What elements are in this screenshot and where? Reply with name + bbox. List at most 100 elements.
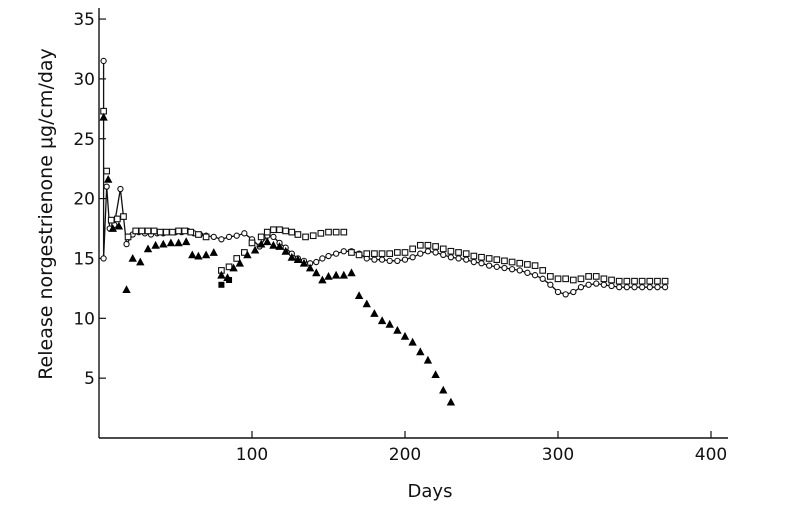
data-point xyxy=(355,251,363,259)
x-tick-label: 300 xyxy=(542,445,574,465)
data-point xyxy=(143,244,153,253)
data-point xyxy=(631,284,638,291)
data-point xyxy=(169,228,176,236)
data-point xyxy=(150,227,158,235)
data-point xyxy=(661,277,669,285)
data-point xyxy=(124,233,132,241)
data-point xyxy=(340,248,347,255)
data-point xyxy=(638,277,646,285)
data-point xyxy=(478,253,485,261)
data-point xyxy=(114,215,121,223)
data-point xyxy=(332,250,340,257)
data-point xyxy=(144,227,152,235)
y-tick-label: 30 xyxy=(73,70,95,90)
data-point xyxy=(210,233,217,241)
data-point xyxy=(470,252,478,260)
data-point xyxy=(401,249,409,256)
data-point xyxy=(218,281,225,288)
data-point xyxy=(275,242,284,250)
data-point xyxy=(182,237,191,246)
data-point xyxy=(386,257,393,264)
data-point xyxy=(348,249,355,256)
data-point xyxy=(257,239,266,248)
y-tick-label: 15 xyxy=(73,249,95,269)
data-point xyxy=(235,258,244,267)
data-point xyxy=(408,337,417,346)
data-point xyxy=(325,228,332,236)
data-point xyxy=(570,288,577,296)
data-point xyxy=(431,370,440,378)
data-point xyxy=(569,276,577,284)
data-point xyxy=(385,319,394,328)
data-point xyxy=(501,264,508,272)
data-point xyxy=(577,275,585,283)
data-point xyxy=(585,281,592,288)
data-point xyxy=(312,268,321,277)
data-point xyxy=(409,254,416,261)
data-point xyxy=(424,248,432,255)
data-point xyxy=(362,299,371,308)
data-point xyxy=(516,267,523,274)
data-point xyxy=(225,233,233,241)
data-point xyxy=(305,263,315,272)
data-point xyxy=(309,232,317,240)
data-point xyxy=(136,257,145,266)
data-point xyxy=(187,228,195,236)
data-point xyxy=(117,185,124,193)
data-point xyxy=(257,233,265,241)
data-point xyxy=(188,250,197,259)
data-point xyxy=(654,277,661,285)
data-point xyxy=(447,254,455,261)
data-point xyxy=(156,228,164,236)
data-point xyxy=(654,284,661,291)
data-point xyxy=(263,237,272,246)
data-point xyxy=(371,250,378,258)
data-point xyxy=(233,255,241,262)
data-point xyxy=(181,227,189,235)
series-2 xyxy=(99,112,456,406)
y-tick-label: 25 xyxy=(73,130,95,150)
data-point xyxy=(324,272,333,280)
x-tick-label: 100 xyxy=(236,445,268,465)
data-point xyxy=(159,239,168,248)
data-point xyxy=(120,213,127,220)
data-point xyxy=(600,281,608,288)
data-point xyxy=(592,273,600,280)
data-point xyxy=(128,254,137,262)
data-point xyxy=(416,241,424,249)
data-point xyxy=(317,229,325,237)
data-point xyxy=(508,266,516,273)
data-point xyxy=(276,226,283,234)
data-point xyxy=(100,255,107,262)
data-point xyxy=(616,284,623,291)
data-point xyxy=(424,241,432,249)
data-point xyxy=(287,252,296,261)
data-point xyxy=(447,247,455,255)
data-point xyxy=(354,291,364,299)
data-point xyxy=(401,256,409,263)
data-point xyxy=(455,249,462,256)
data-point xyxy=(217,270,226,279)
data-point xyxy=(608,276,615,284)
data-point xyxy=(417,250,424,257)
data-point xyxy=(331,270,341,279)
data-point xyxy=(174,238,183,247)
data-point xyxy=(162,228,170,236)
data-point xyxy=(132,227,140,235)
data-point xyxy=(554,288,562,296)
data-point xyxy=(378,250,386,258)
data-point xyxy=(138,227,146,235)
data-point xyxy=(248,239,256,247)
data-point xyxy=(107,216,115,224)
data-point xyxy=(623,284,630,291)
data-point xyxy=(547,281,554,288)
data-point xyxy=(371,256,378,263)
data-point xyxy=(416,347,425,356)
data-point xyxy=(250,245,260,254)
data-point xyxy=(100,57,107,65)
data-point xyxy=(646,284,653,291)
data-point xyxy=(463,256,470,263)
data-point xyxy=(439,385,448,394)
data-point xyxy=(293,255,303,263)
data-point xyxy=(393,325,402,334)
